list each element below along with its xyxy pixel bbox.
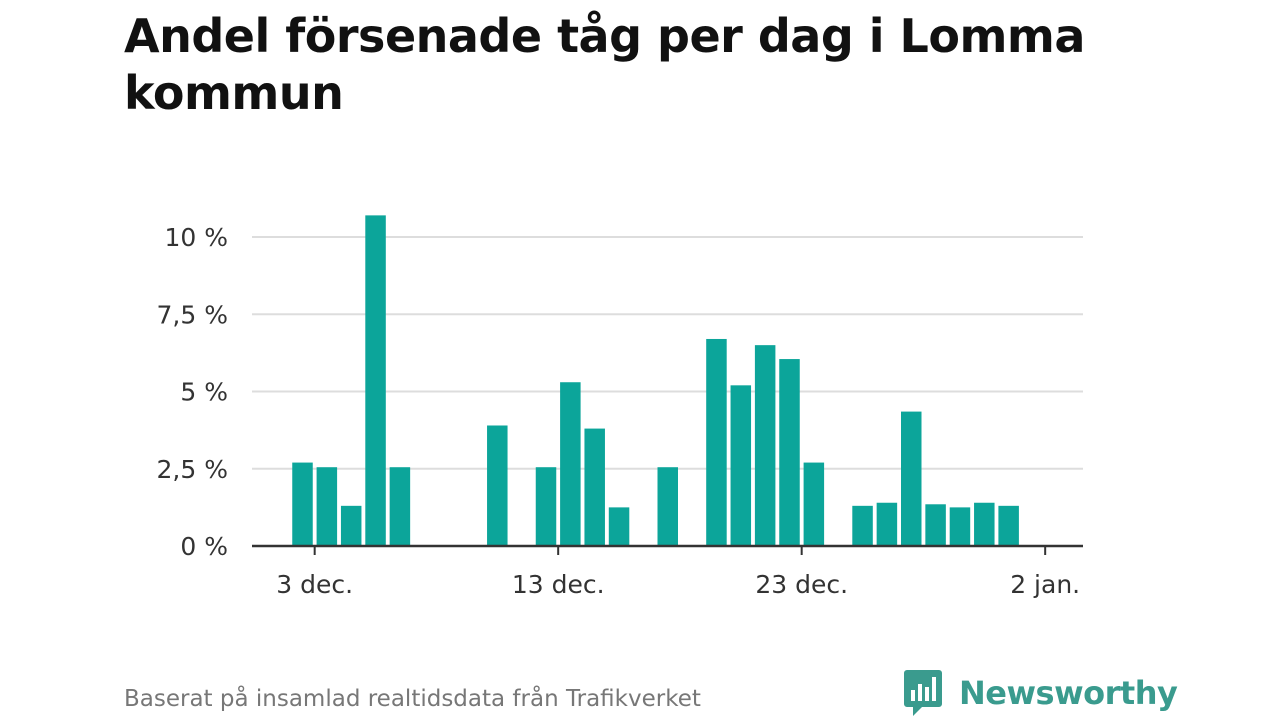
y-tick-label: 2,5 % (157, 455, 228, 484)
y-tick-label: 10 % (164, 223, 228, 252)
bar-2-dec (292, 462, 313, 546)
bar-12-dec (535, 467, 557, 546)
newsworthy-logo-icon (904, 670, 942, 716)
bar-3-dec (316, 467, 338, 546)
bar-10-dec (487, 425, 508, 546)
bar-13-dec (560, 382, 581, 546)
chart-title: Andel försenade tåg per dag i Lomma komm… (124, 9, 1085, 120)
x-tick-label: 13 dec. (512, 570, 605, 599)
brand-name: Newsworthy (959, 674, 1178, 712)
bar-30-dec (974, 502, 995, 546)
bars (292, 215, 1019, 546)
bar-19-dec (706, 338, 727, 546)
bar-22-dec (779, 359, 800, 546)
bar-17-dec (657, 467, 678, 546)
bar-28-dec (925, 504, 946, 546)
bar-20-dec (730, 385, 752, 546)
bar-31-dec (998, 505, 1019, 546)
bar-6-dec (389, 467, 411, 546)
x-tick-label: 2 jan. (1010, 570, 1080, 599)
y-tick-label: 5 % (180, 378, 228, 407)
x-tick-label: 3 dec. (276, 570, 353, 599)
bar-25-dec (852, 505, 873, 546)
bar-29-dec (949, 507, 971, 546)
bar-23-dec (803, 462, 825, 546)
bar-5-dec (365, 215, 386, 546)
y-tick-label: 0 % (180, 532, 228, 561)
bar-27-dec (901, 411, 922, 546)
bar-15-dec (608, 507, 630, 546)
brand[interactable]: Newsworthy (903, 668, 1178, 718)
source-note: Baserat på insamlad realtidsdata från Tr… (124, 686, 701, 712)
y-tick-label: 7,5 % (157, 300, 228, 329)
x-tick-label: 23 dec. (755, 570, 848, 599)
bar-26-dec (876, 502, 898, 546)
bar-21-dec (754, 345, 776, 546)
bar-14-dec (584, 428, 605, 546)
y-axis-labels: 0 % 2,5 % 5 % 7,5 % 10 % (157, 223, 228, 561)
x-axis: 3 dec. 13 dec. 23 dec. 2 jan. (252, 544, 1083, 599)
bar-4-dec (340, 505, 362, 546)
